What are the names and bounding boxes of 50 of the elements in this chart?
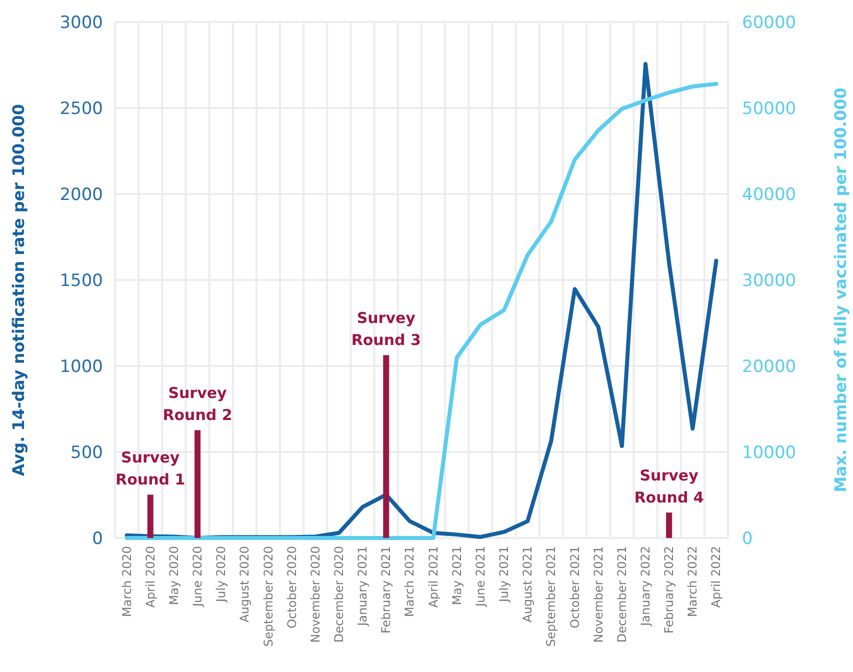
x-tick-label: July 2020: [214, 546, 228, 603]
bar: [666, 512, 672, 538]
bar: [194, 430, 201, 538]
x-tick-label: April 2022: [709, 546, 724, 608]
y-tick-label: 1500: [60, 270, 103, 291]
x-tick-label: August 2020: [238, 546, 252, 622]
x-tick-label: December 2020: [332, 546, 346, 643]
x-tick-label: August 2021: [520, 546, 535, 622]
x-tick-label: July 2021: [497, 546, 512, 603]
y2-tick-label: 0: [742, 528, 753, 549]
x-tick-label: March 2021: [402, 546, 417, 617]
x-tick-label: April 2021: [426, 546, 440, 608]
x-tick-label: October 2021: [568, 546, 582, 628]
x-tick-label: January 2021: [356, 546, 370, 627]
y2-axis-title: Max. number of fully vaccinated per 100.000: [831, 88, 850, 492]
x-tick-label: March 2020: [120, 546, 134, 617]
x-tick-label: May 2021: [450, 546, 464, 606]
x-tick-label: June 2021: [473, 546, 488, 608]
y-axis-title: Avg. 14-day notification rate per 100.000: [9, 104, 28, 476]
x-tick-label: November 2021: [591, 546, 606, 643]
x-tick-label: December 2021: [614, 546, 629, 643]
y2-tick-label: 10000: [742, 442, 796, 463]
x-tick-label: November 2020: [308, 546, 322, 643]
annotation: Survey Round 2: [162, 384, 232, 424]
x-tick-label: May 2020: [166, 546, 181, 606]
x-tick-label: April 2020: [143, 546, 158, 608]
y2-tick-label: 20000: [742, 356, 796, 377]
y-tick-label: 2000: [60, 184, 103, 205]
annotation: Survey Round 1: [116, 448, 186, 489]
y-tick-label: 1000: [60, 356, 103, 377]
x-tick-label: September 2020: [261, 546, 276, 647]
x-tick-label: February 2022: [662, 546, 676, 634]
y2-tick-label: 50000: [742, 98, 796, 119]
annotation: Survey Round 4: [634, 466, 704, 507]
bar: [383, 355, 390, 538]
y2-tick-label: 30000: [742, 270, 796, 291]
x-tick-label: March 2022: [686, 546, 700, 617]
x-tick-label: January 2022: [638, 546, 652, 627]
y-tick-label: 0: [92, 528, 103, 549]
y2-tick-label: 60000: [742, 12, 796, 33]
x-tick-label: October 2020: [284, 546, 299, 628]
y-tick-label: 500: [70, 442, 103, 463]
x-tick-label: June 2020: [190, 546, 205, 608]
annotation: Survey Round 3: [351, 309, 421, 350]
x-tick-label: September 2021: [544, 546, 558, 647]
y2-tick-label: 40000: [742, 184, 796, 205]
bar: [147, 494, 154, 538]
y-tick-label: 3000: [60, 12, 103, 33]
x-tick-label: February 2021: [379, 546, 394, 634]
y-tick-label: 2500: [60, 98, 103, 119]
